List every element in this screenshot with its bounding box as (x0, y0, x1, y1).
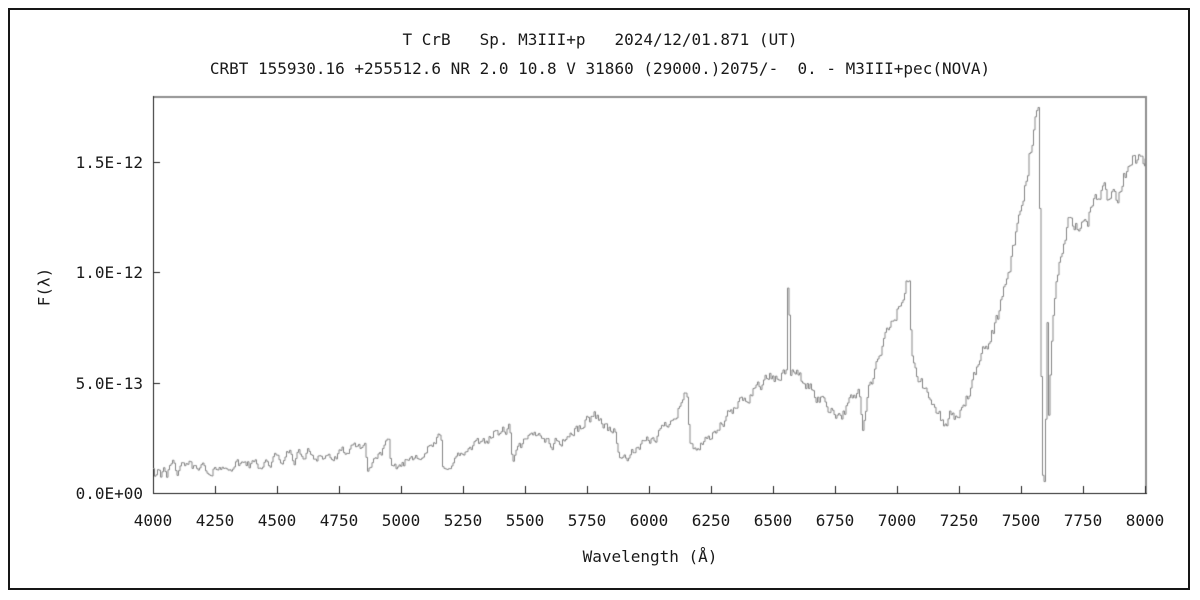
y-tick-label: 1.5E-12 (75, 153, 143, 173)
x-tick-label: 4500 (257, 511, 297, 530)
x-tick-label: 5000 (381, 511, 421, 530)
x-tick-label: 6250 (691, 511, 731, 530)
x-tick-label: 6500 (753, 511, 793, 530)
x-tick-label: 6750 (815, 511, 855, 530)
x-tick-label: 7750 (1063, 511, 1103, 530)
x-axis-label: Wavelength (Å) (582, 547, 718, 566)
x-tick-label: 7000 (877, 511, 917, 530)
chart-subtitle: CRBT 155930.16 +255512.6 NR 2.0 10.8 V 3… (209, 59, 991, 78)
x-tick-label: 4000 (133, 511, 173, 530)
x-tick-label: 5750 (567, 511, 607, 530)
y-tick-label: 0.0E+00 (75, 484, 143, 503)
x-tick-label: 7250 (939, 511, 979, 530)
x-tick-label: 5500 (505, 511, 545, 530)
x-tick-label: 7500 (1001, 511, 1041, 530)
y-tick-label: 5.0E-13 (75, 373, 143, 393)
x-tick-label: 4250 (195, 511, 235, 530)
x-tick-label: 8000 (1125, 511, 1165, 530)
chart-title: T CrB Sp. M3III+p 2024/12/01.871 (UT) (402, 30, 798, 49)
y-tick-label: 1.0E-12 (75, 263, 143, 283)
x-tick-label: 4750 (319, 511, 359, 530)
x-tick-label: 5250 (443, 511, 483, 530)
x-tick-label: 6000 (629, 511, 669, 530)
